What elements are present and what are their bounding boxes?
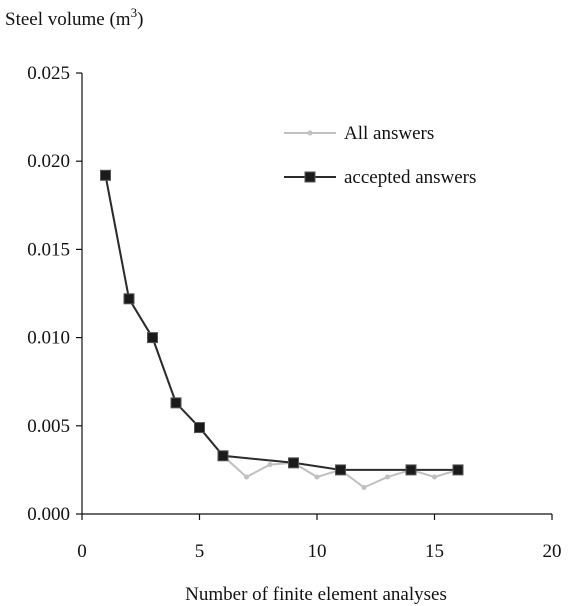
data-point: [100, 169, 111, 181]
legend-marker: [307, 130, 313, 136]
series-layer: [100, 169, 464, 491]
data-point: [314, 474, 320, 480]
data-point: [335, 464, 346, 476]
x-axis-title: Number of finite element analyses: [185, 584, 447, 605]
data-point: [452, 464, 464, 476]
y-axis-title: Steel volume (m3): [5, 5, 143, 30]
legend-marker: [304, 171, 316, 183]
y-tick-label: 0.020: [27, 151, 70, 172]
data-point: [432, 474, 437, 480]
series-1: [100, 169, 464, 476]
data-point: [170, 397, 182, 409]
data-point: [123, 293, 135, 305]
y-tick-label: 0.005: [27, 416, 70, 437]
data-point: [361, 485, 367, 491]
x-tick-label: 15: [425, 541, 444, 562]
data-point: [385, 474, 390, 480]
data-point: [405, 464, 417, 476]
series-line: [104, 175, 458, 471]
legend: All answers accepted answers: [284, 123, 476, 188]
y-tick-label: 0.025: [27, 63, 70, 84]
data-point: [288, 457, 299, 469]
y-tick-label: 0.010: [27, 328, 70, 349]
legend-entry: All answers: [284, 123, 434, 144]
series-line: [104, 175, 459, 489]
y-tick-label: 0.000: [27, 504, 70, 525]
x-tick-label: 10: [308, 541, 327, 562]
series-0: [103, 172, 461, 491]
data-point: [147, 332, 158, 344]
legend-label: All answers: [344, 123, 434, 144]
legend-entry: accepted answers: [284, 167, 476, 188]
x-tick-label: 5: [195, 541, 205, 562]
y-tick-label: 0.015: [27, 239, 70, 260]
data-point: [217, 450, 229, 462]
x-tick-label: 0: [77, 541, 87, 562]
data-point: [194, 422, 205, 434]
ticks: 0.000 0.005 0.010 0.015 0.020 0.025 0 5 10 15 20: [27, 63, 561, 562]
x-tick-label: 20: [543, 541, 562, 562]
data-point: [267, 462, 273, 468]
legend-label: accepted answers: [344, 167, 476, 188]
data-point: [244, 474, 249, 480]
